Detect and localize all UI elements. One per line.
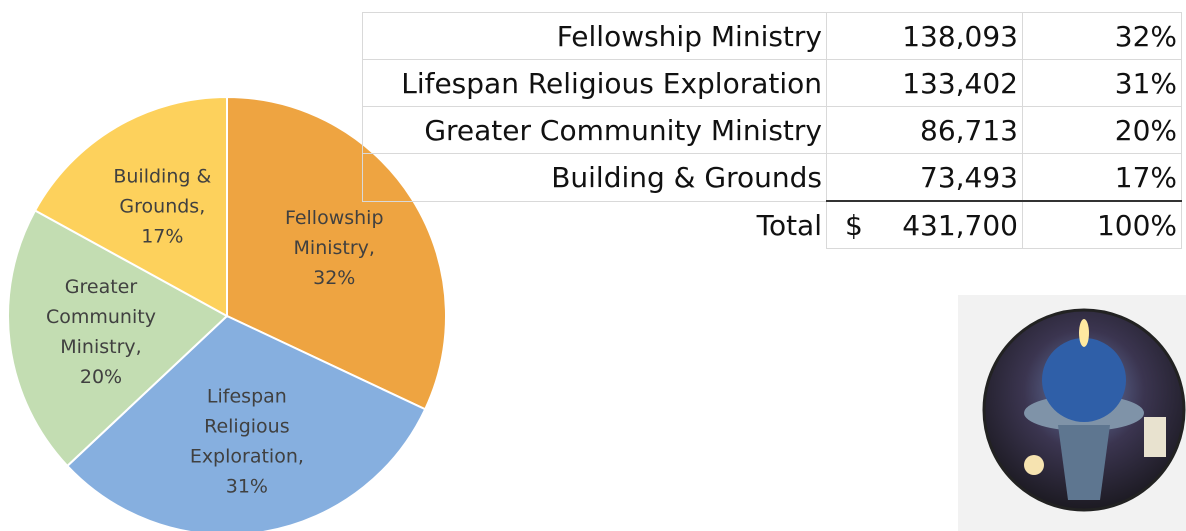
- currency: $: [831, 209, 863, 242]
- table-cell: Building & Grounds: [363, 154, 827, 202]
- table-cell: 17%: [1023, 154, 1182, 202]
- table-cell: Fellowship Ministry: [363, 13, 827, 60]
- table-cell: Lifespan Religious Exploration: [363, 60, 827, 107]
- table-cell: 138,093: [827, 13, 1023, 60]
- photo-frame: [958, 295, 1186, 531]
- table-cell: 86,713: [827, 107, 1023, 154]
- table-cell: Greater Community Ministry: [363, 107, 827, 154]
- table-cell: 31%: [1023, 60, 1182, 107]
- table-cell: 20%: [1023, 107, 1182, 154]
- table-cell: 73,493: [827, 154, 1023, 202]
- table-cell: 100%: [1023, 201, 1182, 249]
- table-cell: $431,700: [827, 201, 1023, 249]
- table-cell: 133,402: [827, 60, 1023, 107]
- photo: [958, 295, 1186, 531]
- total-value: 431,700: [902, 209, 1018, 242]
- table-cell: 32%: [1023, 13, 1182, 60]
- table-cell: Total: [363, 201, 827, 249]
- page: FellowshipMinistry,32%LifespanReligiousE…: [0, 0, 1186, 531]
